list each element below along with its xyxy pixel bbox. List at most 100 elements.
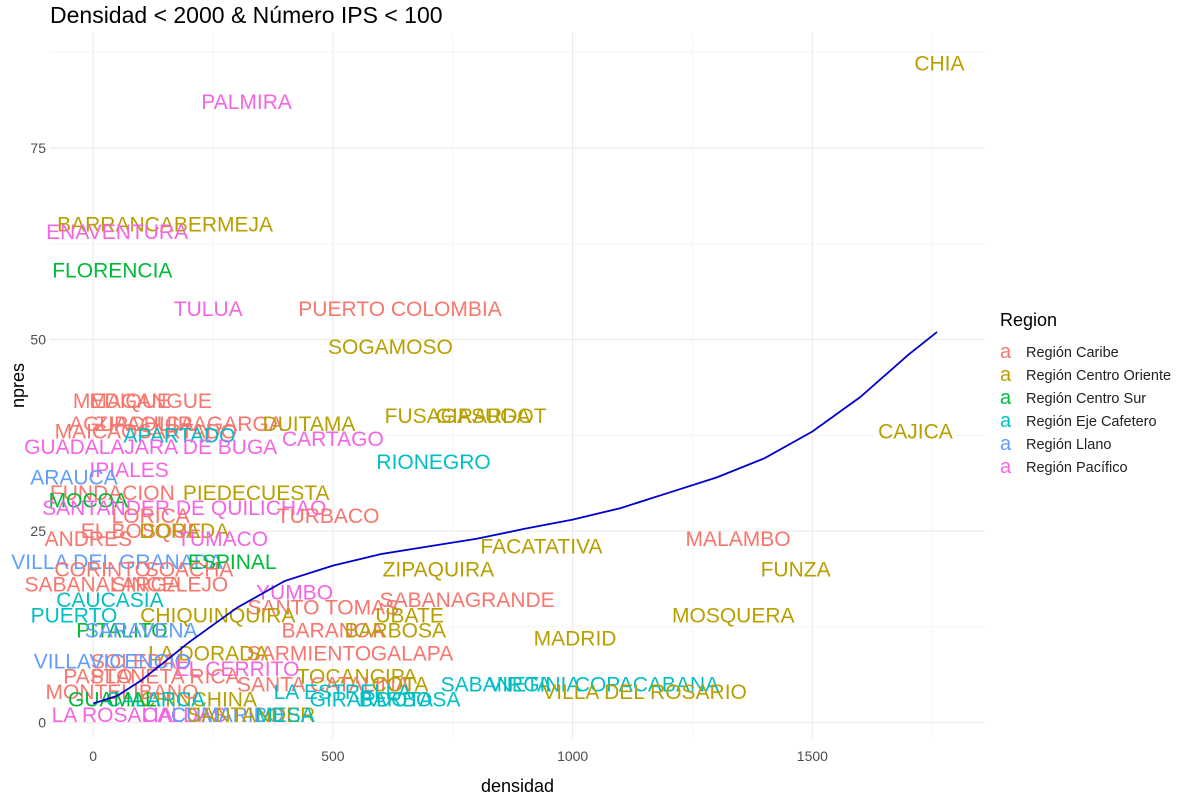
point-label: TUMACO [177, 528, 268, 551]
point-label: BARBOSA [359, 689, 461, 712]
point-label: ZIPAQUIRA [383, 558, 495, 581]
point-label: SINCELEJO [112, 574, 229, 597]
point-label: BARRANCABERMEJA [57, 214, 273, 237]
axis-layer: 0 500 1000 1500 0 25 50 75 densidad npres [8, 140, 828, 796]
legend-label: Región Caribe [1026, 344, 1119, 361]
legend-item: a Región Llano [1000, 433, 1171, 456]
point-label: CUMARIBO [171, 704, 284, 727]
point-label: PIEDECUESTA [183, 482, 330, 505]
point-label: DUITAMA [262, 413, 355, 436]
point-label: GALAPA [371, 643, 453, 666]
point-label: CORINTO [55, 558, 151, 581]
y-axis-label: npres [8, 363, 28, 408]
y-tick-label: 25 [30, 523, 46, 539]
point-label: SABANETA [441, 673, 551, 696]
point-label: GUAMAL [68, 689, 157, 712]
point-label: COPACABANA [575, 673, 719, 696]
point-label: COTA [372, 673, 429, 696]
point-label: CHINCHINA [140, 689, 257, 712]
chart-title: Densidad < 2000 & Número IPS < 100 [50, 2, 443, 28]
legend-key: a [1000, 456, 1012, 478]
point-label: APARTADO [123, 424, 235, 447]
point-label: SOLEDAD [91, 650, 191, 673]
point-label: FACATATIVA [480, 535, 602, 558]
point-label: MOCOA [49, 489, 128, 512]
point-label: BARBOSA [344, 620, 446, 643]
point-label: CALDAS [142, 704, 226, 727]
legend: Region a Región Caribe a Región Centro Orie… [1000, 310, 1171, 479]
point-label: MOSQUERA [672, 604, 795, 627]
point-label: PALMIRA [201, 91, 292, 114]
point-label: LA ESTRELLA [274, 681, 412, 704]
legend-item: a Región Eje Cafetero [1000, 410, 1171, 433]
y-tick-label: 50 [30, 332, 46, 348]
point-label: DORADA [139, 520, 229, 543]
point-label: CHIA [914, 53, 964, 76]
legend-label: Región Eje Cafetero [1026, 413, 1157, 430]
point-label: UBATE [375, 604, 443, 627]
point-label: GIRARDOT [436, 405, 547, 428]
point-label: ARAUCA [30, 466, 118, 489]
legend-item: a Región Caribe [1000, 341, 1171, 364]
point-label: EL BOSQUE [81, 520, 202, 543]
y-tick-label: 75 [30, 140, 46, 156]
smooth-layer [92, 331, 938, 705]
point-label: TOCANCIPA [297, 666, 418, 689]
point-label: CHIQUINQUIRA [140, 604, 295, 627]
point-label: FUNDACION [50, 482, 175, 505]
point-label: ENAVENTURA [46, 221, 188, 244]
point-label: SABANAGRANDE [380, 589, 555, 612]
point-label: PLANETA RICA [91, 666, 240, 689]
legend-label: Región Pacífico [1026, 459, 1128, 476]
point-label: MADRID [534, 627, 617, 650]
point-label: VIRGINIA [488, 673, 580, 696]
point-label: ZIPAQUIRAGARGA [95, 413, 282, 436]
point-label: SARAVENA [85, 620, 198, 643]
point-label: CARTAGO [282, 428, 384, 451]
point-label: CALARCA [106, 689, 205, 712]
legend-item: a Región Centro Oriente [1000, 364, 1171, 387]
point-label: MAGANGUE [89, 390, 212, 413]
legend-key: a [1000, 433, 1012, 455]
point-label: AGUACHICA [69, 413, 194, 436]
point-label: VILLA DEL GRANADA [11, 551, 223, 574]
legend-key: a [1000, 341, 1012, 363]
point-label: PASTO [63, 666, 132, 689]
point-label: IPIALES [89, 459, 168, 482]
x-tick-label: 1500 [797, 748, 828, 764]
point-label: SOGAMOSO [328, 336, 453, 359]
point-label: PUERTO [31, 604, 118, 627]
point-label: SANTA CATALINA [237, 673, 410, 696]
point-label: ESPINAL [188, 551, 277, 574]
point-label: EL CERRITO [175, 658, 300, 681]
x-tick-label: 500 [321, 748, 345, 764]
point-label: MAICAOSARTADO [55, 420, 237, 443]
legend-label: Región Centro Oriente [1026, 367, 1172, 384]
legend-key: a [1000, 387, 1012, 409]
point-label: FUNZA [761, 558, 831, 581]
point-label: ANDRES [45, 528, 133, 551]
x-axis-label: densidad [481, 776, 554, 796]
point-label: SOACHA [145, 558, 234, 581]
legend-key: a [1000, 410, 1012, 432]
point-label: SABANALARGA [25, 574, 181, 597]
point-label: SANTANDER DE QUILICHAO [42, 497, 326, 520]
point-label: GIRARDOTA [310, 689, 433, 712]
legend-item: a Región Centro Sur [1000, 387, 1171, 410]
y-tick-label: 0 [38, 715, 46, 731]
legend-item: a Región Pacífico [1000, 456, 1171, 479]
point-label: SANTO TOMAS [247, 597, 399, 620]
point-label: MALAMBO [686, 528, 791, 551]
point-label: LORICA [112, 505, 190, 528]
point-label: SARMIENTO [247, 643, 371, 666]
point-label: TULUA [174, 298, 243, 321]
point-label: BARANOA [282, 620, 385, 643]
point-label: FUSAGASUGA [385, 405, 531, 428]
legend-items: a Región Caribe a Región Centro Oriente a Reg… [1000, 341, 1171, 479]
point-label: TURBACO [277, 505, 380, 528]
smooth-line [92, 331, 938, 705]
x-tick-label: 0 [89, 748, 97, 764]
point-label: RIONEGRO [376, 451, 490, 474]
